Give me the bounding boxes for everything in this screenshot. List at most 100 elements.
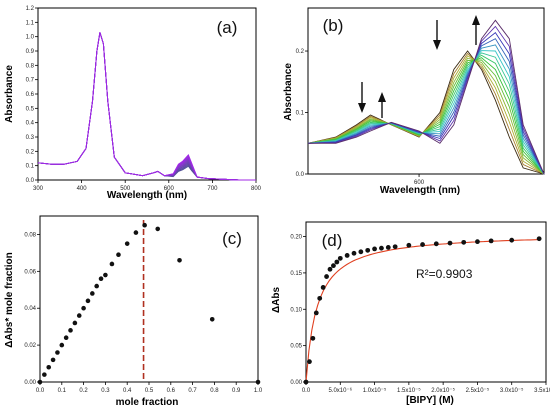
y-tick-label: 0.8 [26, 63, 35, 69]
x-tick-label: 2.0x10⁻⁵ [431, 387, 455, 394]
panel-c-xlabel: mole fraction [116, 397, 179, 408]
y-tick-label: 0.15 [290, 271, 302, 277]
data-point [109, 261, 115, 267]
fit-curve [305, 239, 540, 383]
spectrum-trace [307, 25, 545, 175]
x-tick-label: 3.5x10⁻⁵ [534, 387, 550, 394]
data-point [81, 305, 86, 311]
x-tick-label: 700 [207, 186, 218, 192]
panel-a-traces [37, 32, 256, 181]
y-tick-label: 0.05 [290, 344, 302, 350]
data-point [324, 274, 329, 279]
data-point [385, 245, 391, 250]
x-tick-label: 600 [414, 180, 425, 186]
data-point [337, 255, 343, 261]
data-point [327, 266, 333, 272]
data-point [133, 230, 139, 235]
data-point [98, 276, 104, 282]
spectrum-trace [307, 52, 545, 175]
spectrum-trace [37, 32, 256, 181]
panel-c-points [37, 220, 261, 385]
panel-a-ylabel: Absorbance [4, 65, 15, 123]
y-tick-label: 0.10 [290, 307, 302, 313]
data-point [63, 335, 69, 341]
data-point [433, 241, 439, 247]
x-tick-label: 5.0x10⁻⁶ [328, 387, 352, 394]
data-point [307, 359, 312, 365]
data-point [365, 247, 371, 253]
panel-b-ylabel: Absorbance [283, 63, 294, 121]
x-tick-label: 0.6 [167, 388, 176, 394]
data-point [320, 285, 326, 290]
spectrum-trace [307, 57, 545, 175]
panel-d-ticks: 0.0 5.0x10⁻⁶ 1.0x10⁻⁵ 1.5x10⁻⁵ 2.0x10⁻⁵ 2.5x1… [290, 235, 550, 394]
spectrum-trace [37, 32, 256, 181]
data-point [379, 245, 384, 251]
panel-d: (d) R²=0.9903 [BIPY] (M) ΔAbs 0.0 5.0x10⁻… [271, 221, 550, 406]
y-tick-label: 0.3 [26, 135, 35, 141]
data-point [50, 357, 56, 363]
y-tick-label: 1.2 [26, 6, 35, 12]
x-tick-label: 0.1 [58, 388, 67, 394]
spectrum-trace [308, 19, 545, 175]
data-point [59, 342, 65, 348]
x-tick-label: 0.8 [210, 388, 219, 394]
panel-a-xlabel: Wavelength (nm) [107, 190, 187, 201]
x-tick-label: 300 [33, 186, 44, 192]
panel-b-xlabel: Wavelength (nm) [380, 185, 460, 196]
y-tick-label: 1.0 [26, 35, 35, 41]
data-point [461, 239, 467, 245]
spectrum-trace [37, 32, 256, 181]
data-point [42, 372, 47, 377]
r-squared-annotation: R²=0.9903 [416, 267, 473, 281]
data-point [406, 242, 412, 248]
y-tick-label: 0.06 [24, 269, 36, 275]
data-point [85, 298, 91, 304]
data-point [124, 241, 130, 246]
panel-c-ticks: 0.0 0.1 0.2 0.3 0.4 0.5 0.6 0.7 0.8 0.9 1.0 0.00 0.0… [24, 232, 263, 394]
y-tick-label: 0.00 [290, 380, 302, 386]
x-tick-label: 0.7 [188, 388, 197, 394]
x-tick-label: 500 [120, 186, 131, 192]
spectrum-trace [307, 55, 545, 175]
y-tick-label: 0.1 [26, 164, 35, 170]
panel-c-ylabel: ΔAbs* mole fraction [4, 252, 15, 348]
spectrum-trace [307, 57, 545, 175]
data-point [46, 364, 52, 370]
y-tick-label: 0.5 [26, 106, 35, 112]
data-point [334, 259, 340, 265]
x-tick-label: 0.0 [36, 388, 45, 394]
x-tick-label: 0.2 [79, 388, 88, 394]
x-tick-label: 1.0x10⁻⁵ [363, 387, 387, 394]
panel-a-label: (a) [217, 18, 238, 37]
panel-d-xlabel: [BIPY] (M) [406, 395, 454, 406]
panel-b: (b) Wavelength (nm) Absorbance 600 0.0 0.1… [283, 7, 545, 196]
data-point [116, 252, 121, 258]
data-point [76, 313, 82, 318]
y-tick-label: 0.6 [26, 92, 35, 98]
y-tick-label: 0.2 [26, 149, 35, 155]
y-tick-label: 0.4 [26, 121, 35, 127]
x-tick-label: 0.5 [145, 388, 154, 394]
spectrum-trace [37, 32, 256, 181]
data-point [372, 246, 377, 252]
spectrum-trace [37, 32, 256, 181]
y-tick-label: 1.1 [26, 20, 35, 26]
data-point [303, 379, 309, 385]
data-point [420, 242, 425, 247]
x-tick-label: 3.0x10⁻⁵ [500, 387, 524, 394]
spectrum-trace [307, 54, 545, 175]
y-tick-label: 0.02 [24, 343, 36, 349]
x-tick-label: 0.9 [232, 388, 241, 394]
x-tick-label: 0.3 [101, 388, 110, 394]
spectrum-trace [37, 32, 256, 181]
data-point [209, 316, 215, 322]
panel-b-label: (b) [323, 16, 344, 35]
spectrum-trace [37, 32, 256, 181]
spectrum-trace [307, 52, 545, 175]
spectrum-trace [37, 32, 256, 181]
panel-a-ticks: 300 400 500 600 700 800 0.0 0.1 0.2 0.3 0.4 0.5 0.6 0… [26, 6, 262, 192]
panel-d-ylabel: ΔAbs [271, 287, 282, 314]
data-point [155, 226, 161, 232]
y-tick-label: 0.04 [24, 306, 36, 312]
